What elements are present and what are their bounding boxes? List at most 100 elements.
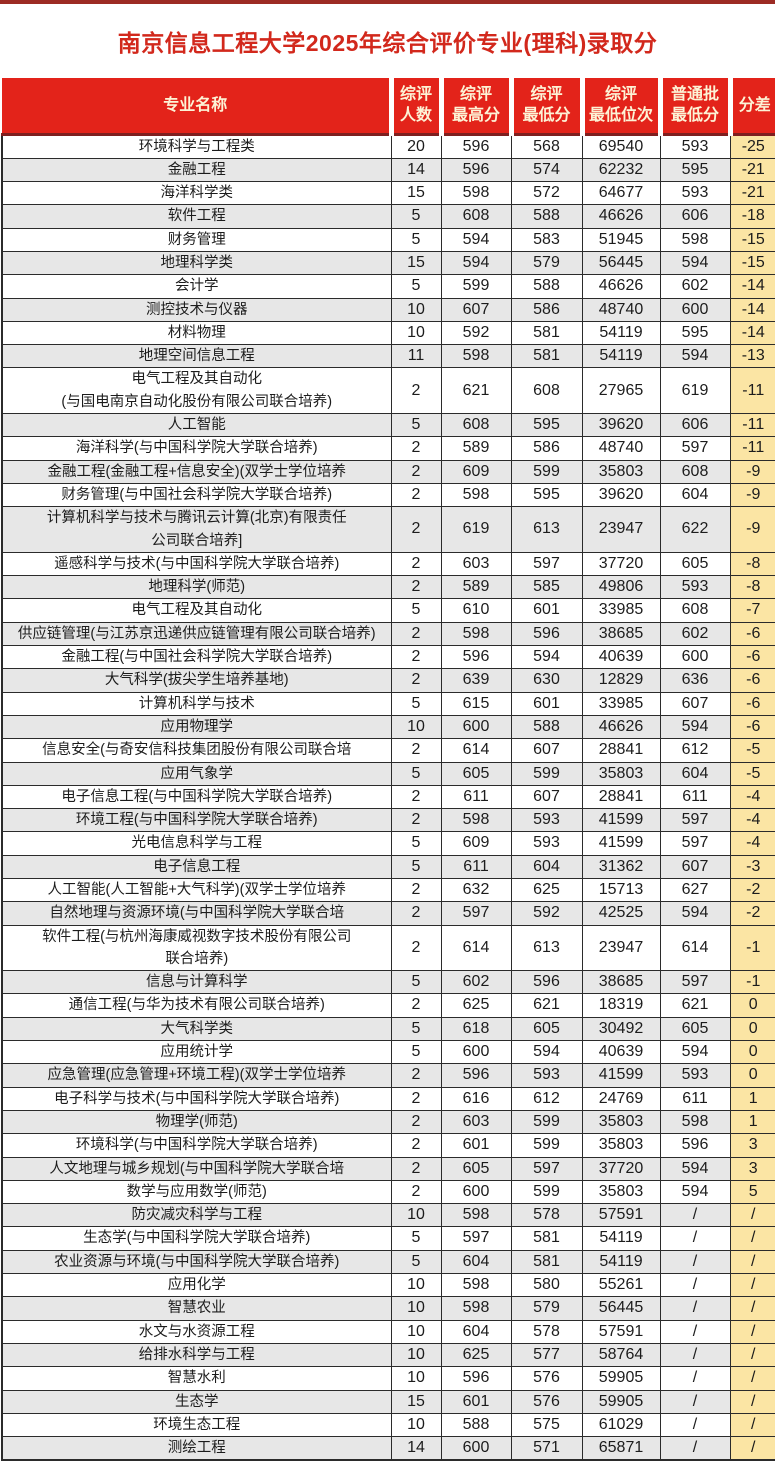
table-cell: 605 xyxy=(510,1016,583,1042)
table-cell: 586 xyxy=(510,436,583,461)
score-diff-cell: -6 xyxy=(729,714,775,740)
table-cell: 28841 xyxy=(581,784,661,810)
table-cell: 578 xyxy=(510,1319,583,1344)
table-row: 财务管理(与中国社会科学院大学联合培养) 2 598 595 39620 604 -9 xyxy=(1,482,775,508)
table-cell: 596 xyxy=(510,970,583,995)
table-cell: 48740 xyxy=(581,436,661,461)
major-name-cell: 会计学 xyxy=(1,274,392,299)
major-name-cell: 海洋科学类 xyxy=(1,181,392,206)
table-cell: 15 xyxy=(390,181,442,206)
table-cell: 596 xyxy=(440,157,512,183)
table-cell: 594 xyxy=(659,1179,731,1205)
major-name-cell: 大气科学(拔尖学生培养基地) xyxy=(1,668,392,693)
score-diff-cell: -6 xyxy=(729,645,775,670)
table-cell: 5 xyxy=(390,691,442,716)
table-cell: 10 xyxy=(390,1273,442,1298)
table-cell: 56445 xyxy=(581,250,661,276)
table-cell: 594 xyxy=(659,1040,731,1065)
table-cell: 46626 xyxy=(581,204,661,229)
table-cell: 54119 xyxy=(581,320,661,346)
table-cell: 578 xyxy=(510,1203,583,1228)
table-cell: 5 xyxy=(390,761,442,786)
table-cell: 598 xyxy=(659,1109,731,1135)
score-diff-cell: -5 xyxy=(729,738,775,763)
table-cell: 598 xyxy=(440,808,512,833)
table-row: 大气科学类 5 618 605 30492 605 0 xyxy=(1,1016,775,1042)
table-cell: 608 xyxy=(659,598,731,623)
table-row: 海洋科学类 15 598 572 64677 593 -21 xyxy=(1,181,775,206)
table-row: 应用统计学 5 600 594 40639 594 0 xyxy=(1,1040,775,1065)
table-cell: 2 xyxy=(390,436,442,461)
table-cell: 599 xyxy=(510,459,583,484)
major-name-cell: 软件工程(与杭州海康威视数字技术股份有限公司 联合培养) xyxy=(1,924,392,972)
score-diff-cell: -25 xyxy=(729,133,775,159)
table-cell: 605 xyxy=(440,761,512,786)
table-cell: 33985 xyxy=(581,691,661,716)
major-name-cell: 电子信息工程(与中国科学院大学联合培养) xyxy=(1,784,392,810)
table-row: 测控技术与仪器 10 607 586 48740 600 -14 xyxy=(1,297,775,322)
table-cell: 588 xyxy=(510,204,583,229)
column-header: 综评 人数 xyxy=(388,78,441,136)
table-cell: 598 xyxy=(659,227,731,252)
major-name-cell: 计算机科学与技术与腾讯云计算(北京)有限责任 公司联合培养] xyxy=(1,506,392,553)
table-cell: 604 xyxy=(510,854,583,880)
table-row: 金融工程 14 596 574 62232 595 -21 xyxy=(1,157,775,183)
table-cell: 15 xyxy=(390,250,442,276)
table-cell: 581 xyxy=(510,1226,583,1251)
table-cell: 571 xyxy=(510,1436,583,1462)
table-cell: 2 xyxy=(390,482,442,508)
table-cell: 597 xyxy=(510,1156,583,1181)
table-cell: 598 xyxy=(440,1203,512,1228)
table-cell: 5 xyxy=(390,1226,442,1251)
score-diff-cell: -18 xyxy=(729,204,775,229)
table-cell: 51945 xyxy=(581,227,661,252)
major-name-cell: 自然地理与资源环境(与中国科学院大学联合培 xyxy=(1,901,392,926)
table-row: 供应链管理(与江苏京迅递供应链管理有限公司联合培养) 2 598 596 38685 60… xyxy=(1,621,775,647)
major-name-cell: 农业资源与环境(与中国科学院大学联合培养) xyxy=(1,1249,392,1275)
table-cell: 39620 xyxy=(581,413,661,438)
table-row: 地理空间信息工程 11 598 581 54119 594 -13 xyxy=(1,344,775,369)
table-cell: 600 xyxy=(440,1179,512,1205)
table-cell: 42525 xyxy=(581,901,661,926)
major-name-cell: 环境工程(与中国科学院大学联合培养) xyxy=(1,808,392,833)
table-cell: 581 xyxy=(510,344,583,369)
table-cell: 600 xyxy=(440,714,512,740)
table-cell: 608 xyxy=(510,367,583,415)
score-diff-cell: -9 xyxy=(729,506,775,553)
table-cell: 2 xyxy=(390,808,442,833)
table-cell: 613 xyxy=(510,924,583,972)
table-cell: 56445 xyxy=(581,1296,661,1321)
major-name-cell: 物理学(师范) xyxy=(1,1109,392,1135)
table-cell: 64677 xyxy=(581,181,661,206)
table-cell: 608 xyxy=(659,459,731,484)
table-cell: 28841 xyxy=(581,738,661,763)
major-name-cell: 环境科学与工程类 xyxy=(1,133,392,159)
table-cell: / xyxy=(659,1366,731,1391)
table-cell: 603 xyxy=(440,1109,512,1135)
table-row: 电子信息工程(与中国科学院大学联合培养) 2 611 607 28841 611 -4 xyxy=(1,784,775,810)
major-name-cell: 测控技术与仪器 xyxy=(1,297,392,322)
table-cell: 581 xyxy=(510,1249,583,1275)
major-name-cell: 智慧农业 xyxy=(1,1296,392,1321)
table-cell: 596 xyxy=(440,1063,512,1088)
major-name-cell: 智慧水利 xyxy=(1,1366,392,1391)
major-name-cell: 电子科学与技术(与中国科学院大学联合培养) xyxy=(1,1086,392,1111)
score-diff-cell: / xyxy=(729,1342,775,1368)
table-cell: 598 xyxy=(440,482,512,508)
table-row: 自然地理与资源环境(与中国科学院大学联合培 2 597 592 42525 594 -2 xyxy=(1,901,775,926)
table-cell: 613 xyxy=(510,506,583,553)
table-cell: 593 xyxy=(659,133,731,159)
table-cell: 20 xyxy=(390,133,442,159)
score-diff-cell: -3 xyxy=(729,854,775,880)
table-cell: 2 xyxy=(390,551,442,577)
major-name-cell: 给排水科学与工程 xyxy=(1,1342,392,1368)
score-diff-cell: / xyxy=(729,1412,775,1438)
table-cell: 614 xyxy=(440,924,512,972)
table-cell: 627 xyxy=(659,877,731,903)
major-name-cell: 生态学(与中国科学院大学联合培养) xyxy=(1,1226,392,1251)
table-cell: 597 xyxy=(440,1226,512,1251)
table-cell: 621 xyxy=(659,993,731,1018)
major-name-cell: 信息安全(与奇安信科技集团股份有限公司联合培 xyxy=(1,738,392,763)
table-cell: 10 xyxy=(390,714,442,740)
table-cell: 2 xyxy=(390,1109,442,1135)
